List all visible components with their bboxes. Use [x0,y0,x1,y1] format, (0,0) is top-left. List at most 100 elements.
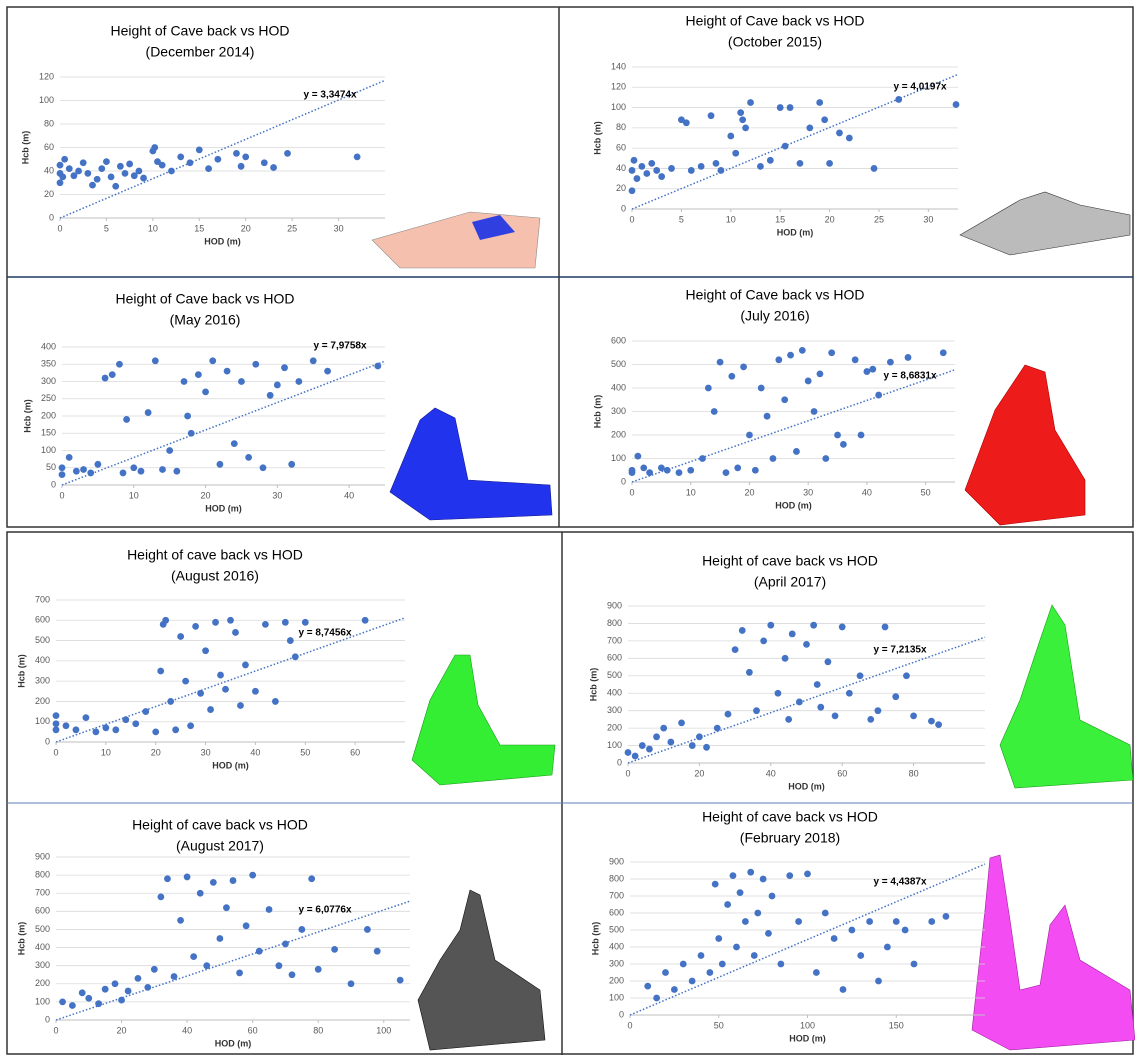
point [707,112,715,120]
point [184,412,192,420]
x-tick-label: 15 [194,223,204,233]
x-tick-label: 5 [679,214,684,224]
point [713,724,721,732]
y-tick-label: 120 [611,82,626,92]
point [733,943,740,951]
point [875,977,882,985]
point [108,371,116,378]
y-tick-label: 60 [44,142,54,152]
chart-title: Height of cave back vs HOD [132,817,308,833]
point [238,378,245,385]
y-tick-label: 500 [35,924,50,934]
point [775,356,783,364]
point [724,710,732,718]
point [236,969,243,977]
point [870,165,878,172]
point [314,965,322,973]
x-tick-label: 50 [714,1020,724,1030]
point [704,384,712,392]
x-tick-label: 20 [825,214,835,224]
point [93,175,101,183]
y-tick-label: 200 [35,978,50,988]
y-tick-label: 400 [607,688,622,698]
point [70,172,78,180]
point [270,164,277,171]
point [786,872,794,879]
point [288,460,296,468]
point [59,173,67,181]
point [107,173,115,181]
point [737,109,745,117]
point [177,153,185,161]
point [624,749,632,756]
point [831,712,839,720]
point [736,889,744,896]
y-tick-label: 600 [609,907,624,917]
point [309,357,317,365]
y-tick-label: 700 [609,890,624,900]
y-tick-label: 300 [35,676,50,686]
y-tick-label: 120 [39,71,54,81]
x-tick-label: 0 [53,1025,58,1035]
point [765,930,772,937]
y-tick-label: 40 [44,165,54,175]
point [866,918,874,925]
point [230,440,238,447]
point [116,360,123,368]
y-tick-label: 400 [35,942,50,952]
point [172,726,180,734]
point [754,909,762,917]
point [803,640,810,648]
point [739,116,747,124]
point [56,161,64,169]
point [646,745,653,753]
point [883,943,891,951]
point [72,467,80,475]
x-axis-label: HOD (m) [205,503,242,513]
point [750,952,758,959]
point [223,367,231,375]
y-tick-label: 400 [35,655,50,665]
x-axis-label: HOD (m) [777,227,814,237]
point [152,728,160,736]
point [135,167,143,175]
point [134,974,142,982]
point [157,667,165,675]
point [260,159,268,167]
y-tick-label: 200 [609,975,624,985]
chart-subtitle: (August 2017) [176,838,264,854]
point [851,356,859,364]
y-tick-label: 300 [41,376,56,386]
point [102,724,110,732]
point [187,722,195,730]
point [710,408,718,415]
point [630,156,638,164]
point [734,464,742,472]
point [722,469,730,476]
y-tick-label: 150 [41,428,56,438]
point [194,371,202,378]
point [928,717,935,725]
point [688,742,696,749]
frame [6,6,1134,1055]
point [939,349,947,357]
y-tick-label: 900 [609,856,624,866]
point [788,630,796,638]
y-tick-label: 500 [607,670,622,680]
point [288,971,296,979]
x-tick-label: 20 [201,490,211,500]
x-tick-label: 50 [921,487,931,497]
point [121,169,129,177]
point [887,358,894,366]
point [810,621,818,629]
point [116,162,124,170]
point [281,364,288,372]
point [787,351,794,359]
point [266,391,274,399]
chart-subtitle: (July 2016) [740,308,809,324]
point [78,989,86,997]
point [741,918,749,925]
point [688,977,696,985]
point [786,104,794,111]
